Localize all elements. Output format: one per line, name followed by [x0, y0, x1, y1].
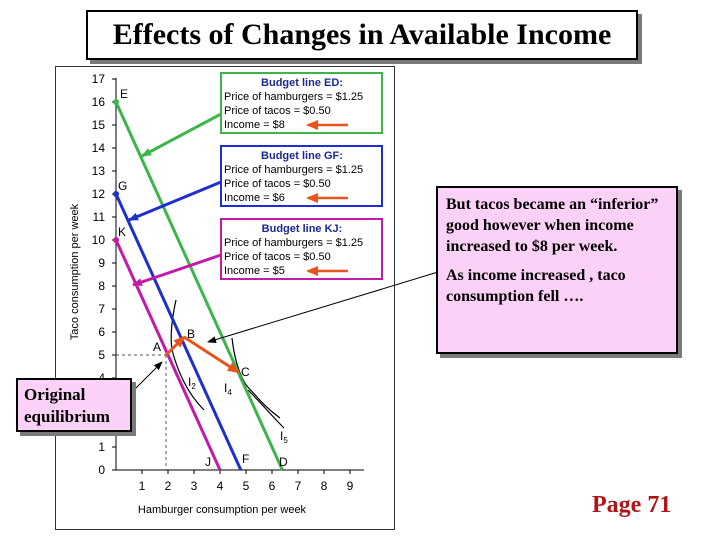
label-g: G — [118, 179, 127, 193]
legend-kj-pointer — [132, 253, 222, 287]
legend-gf: Budget line GF: Price of hamburgers = $1… — [220, 145, 383, 207]
y-tick-label: 8 — [98, 279, 105, 293]
label-c: C — [241, 365, 250, 379]
y-tick-label: 17 — [92, 72, 106, 86]
y-tick-label: 0 — [98, 463, 105, 477]
budget-line-gf — [114, 193, 243, 471]
explanation-paragraph-2: As income increased , taco consumption f… — [446, 267, 626, 305]
x-tick-label: 2 — [165, 479, 172, 493]
y-tick-label: 1 — [98, 440, 105, 454]
x-tick-label: 3 — [191, 479, 198, 493]
label-f: F — [242, 452, 249, 466]
move-arrow-b-to-c — [183, 335, 240, 374]
legend-gf-pointer — [128, 180, 222, 222]
curve-label-i5: I5 — [280, 429, 288, 445]
y-tick-label: 6 — [98, 325, 105, 339]
explanation-callout: But tacos became an “inferior” good howe… — [436, 186, 678, 354]
legend-kj-tacos: Price of tacos = $0.50 — [224, 251, 331, 263]
x-tick-label: 8 — [321, 479, 328, 493]
x-tick-label: 7 — [295, 479, 302, 493]
move-arrow-a-to-b — [164, 335, 186, 357]
legend-ed-title: Budget line ED: — [261, 77, 343, 89]
indifference-curve-i5 — [247, 389, 285, 429]
x-tick-label: 1 — [139, 479, 146, 493]
label-e: E — [120, 87, 128, 101]
y-tick-label: 5 — [98, 348, 105, 362]
original-equilibrium-callout: Original equilibrium — [16, 378, 132, 432]
legend-kj-hamburgers: Price of hamburgers = $1.25 — [224, 237, 363, 249]
y-tick-label: 11 — [93, 210, 106, 224]
label-d: D — [279, 455, 288, 469]
y-tick-label: 10 — [92, 233, 106, 247]
label-k: K — [118, 225, 126, 239]
point-e-marker — [113, 99, 119, 105]
legend-ed: Budget line ED: Price of hamburgers = $1… — [220, 72, 383, 134]
y-tick-label: 7 — [98, 302, 105, 316]
y-tick-label: 12 — [92, 187, 106, 201]
y-tick-label: 15 — [92, 118, 106, 132]
curve-label-i4: I4 — [224, 381, 232, 397]
legend-kj-title: Budget line KJ: — [262, 223, 343, 235]
y-tick-label: 14 — [92, 141, 106, 155]
y-tick-label: 9 — [98, 256, 105, 270]
page-number: Page 71 — [592, 492, 672, 518]
label-b: B — [187, 327, 195, 341]
label-a: A — [153, 340, 161, 354]
point-g-marker — [113, 191, 119, 197]
y-tick-label: 13 — [92, 164, 106, 178]
label-j: J — [205, 455, 211, 469]
x-tick-label: 5 — [243, 479, 250, 493]
legend-gf-hamburgers: Price of hamburgers = $1.25 — [224, 164, 363, 176]
x-axis-title: Hamburger consumption per week — [138, 504, 307, 516]
budget-line-ed — [114, 101, 284, 471]
slide-title: Effects of Changes in Available Income — [86, 10, 638, 60]
legend-ed-pointer — [141, 112, 222, 158]
x-tick-label: 6 — [269, 479, 276, 493]
x-tick-label: 9 — [347, 479, 354, 493]
legend-ed-income: Income = $8 — [224, 119, 285, 131]
y-axis-title: Taco consumption per week — [69, 203, 81, 340]
legend-gf-income: Income = $6 — [224, 192, 285, 204]
callout-pointer-to-a — [131, 361, 163, 393]
legend-ed-tacos: Price of tacos = $0.50 — [224, 105, 331, 117]
legend-gf-tacos: Price of tacos = $0.50 — [224, 178, 331, 190]
indifference-figure — [55, 66, 395, 530]
legend-ed-hamburgers: Price of hamburgers = $1.25 — [224, 91, 363, 103]
legend-kj: Budget line KJ: Price of hamburgers = $1… — [220, 218, 383, 280]
curve-label-i2: I2 — [188, 375, 196, 391]
y-tick-label: 16 — [92, 95, 106, 109]
indifference-curve-i4 — [231, 337, 281, 419]
point-k-marker — [113, 237, 119, 243]
x-tick-label: 4 — [217, 479, 224, 493]
legend-gf-title: Budget line GF: — [261, 150, 343, 162]
explanation-paragraph-1: But tacos became an “inferior” good howe… — [446, 196, 659, 255]
callout-pointer-to-b — [207, 271, 439, 344]
x-ticks: 1 2 3 4 5 6 7 8 9 — [139, 470, 354, 493]
legend-kj-income: Income = $5 — [224, 265, 285, 277]
